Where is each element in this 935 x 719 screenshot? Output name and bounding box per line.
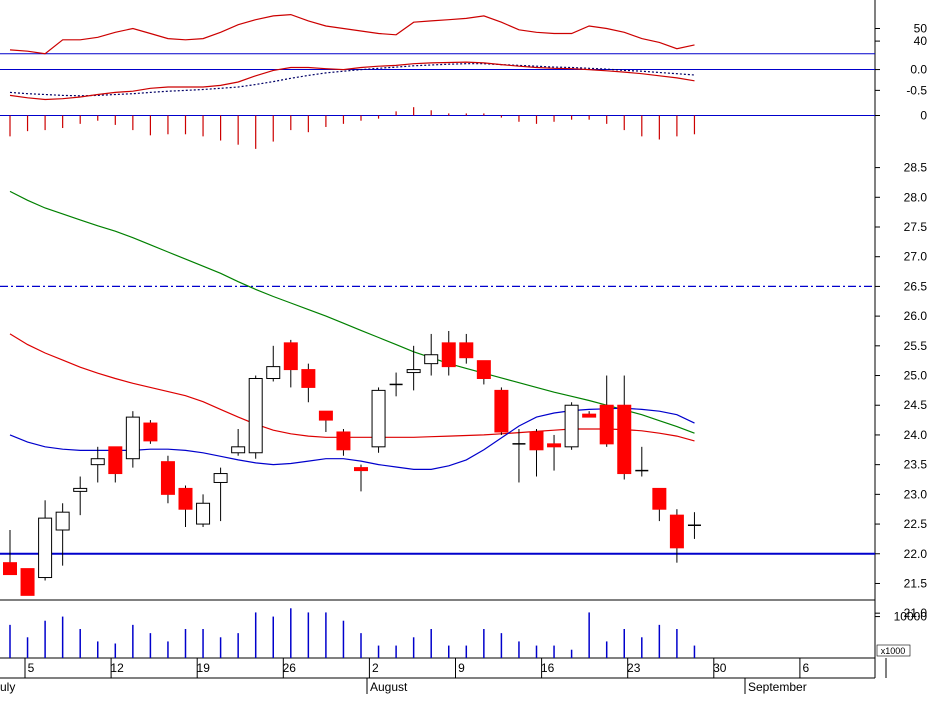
price-tick-label: 24.5 [904, 398, 928, 412]
candle-bull [424, 354, 439, 365]
candle-bull [38, 517, 53, 579]
moving-average-green [9, 190, 695, 434]
month-label: September [748, 680, 807, 694]
candle-bear [459, 342, 474, 359]
price-tick-label: 27.0 [904, 250, 928, 264]
candle-bear [669, 514, 684, 549]
price-tick-label: 23.5 [904, 458, 928, 472]
price-tick-label: 25.0 [904, 369, 928, 383]
month-label: August [370, 680, 408, 694]
candle-bull [564, 404, 579, 448]
day-tick-label: 12 [110, 661, 124, 675]
candle-bull [231, 446, 246, 454]
candle-bull [371, 389, 386, 448]
price-tick-label: 26.0 [904, 309, 928, 323]
macd-signal-line [9, 63, 695, 97]
candle-bear [599, 404, 614, 445]
candle-bear [108, 446, 123, 475]
candle-bear [494, 389, 509, 433]
candle-bear [160, 461, 175, 495]
candle-bull [90, 458, 105, 466]
price-tick-label: 27.5 [904, 220, 928, 234]
price-tick-label: 22.0 [904, 547, 928, 561]
candle-bear [318, 410, 333, 421]
x-axis: 5 12 19 26 2 9 16 23 30 6 uly August September [0, 658, 887, 694]
candle-bear [441, 342, 456, 368]
candle-bull [248, 378, 263, 454]
price-tick-label: 28.0 [904, 190, 928, 204]
candle-bear [476, 360, 491, 380]
month-label: uly [0, 680, 15, 694]
day-tick-label: 19 [197, 661, 211, 675]
price-tick-label: 23.0 [904, 487, 928, 501]
volume-unit-label: x1000 [881, 646, 906, 656]
candle-bear [582, 413, 597, 418]
day-tick-label: 16 [541, 661, 555, 675]
price-tick-label: 26.5 [904, 279, 928, 293]
rsi-tick-label: 50 [914, 22, 928, 36]
rsi-tick-label: 40 [914, 34, 928, 48]
day-tick-label: 23 [627, 661, 641, 675]
histogram-panel: 0 [0, 107, 927, 149]
candle-bear [178, 487, 193, 510]
moving-average-blue [9, 407, 695, 470]
macd-tick-label: -0.5 [906, 83, 927, 97]
candle-bear [20, 568, 35, 596]
price-panel: 28.5 28.0 27.5 27.0 26.5 26.0 25.5 25.0 24.5 24.0… [0, 161, 928, 620]
day-tick-label: 9 [458, 661, 465, 675]
macd-tick-label: 0.0 [910, 63, 927, 77]
price-tick-label: 22.5 [904, 517, 928, 531]
candle-bear [3, 562, 17, 576]
rsi-line [9, 13, 695, 55]
candle-bear [336, 431, 351, 451]
candle-bull [266, 366, 281, 379]
price-tick-label: 21.5 [904, 576, 928, 590]
day-tick-label: 2 [372, 661, 379, 675]
day-tick-label: 6 [803, 661, 810, 675]
candle-bull [196, 502, 211, 525]
chart-frame [0, 0, 876, 679]
price-tick-label: 24.0 [904, 428, 928, 442]
candle-bull [73, 487, 88, 492]
candle-bear [354, 467, 368, 472]
day-tick-label: 30 [713, 661, 727, 675]
macd-line [9, 61, 695, 101]
candle-bear [529, 431, 544, 451]
candle-bear [301, 369, 316, 388]
candle-bear [652, 487, 667, 510]
histogram-tick-label: 0 [920, 109, 927, 123]
moving-average-red [9, 333, 695, 442]
candle-bull [406, 369, 421, 374]
macd-panel: 0.0 -0.5 [0, 61, 927, 101]
day-tick-label: 26 [283, 661, 297, 675]
candle-bull [125, 416, 140, 460]
price-tick-label: 28.5 [904, 161, 928, 175]
price-tick-label: 25.5 [904, 339, 928, 353]
day-tick-label: 5 [28, 661, 35, 675]
candle-bull [213, 473, 228, 483]
candle-bear [143, 422, 158, 442]
candle-bull [55, 511, 70, 531]
candle-bear [547, 443, 562, 448]
volume-tick-label: 10000 [894, 610, 928, 624]
candle-bear [283, 342, 298, 371]
volume-unit-box [876, 644, 911, 657]
candle-bear [617, 404, 632, 475]
price-tick-label: 21.0 [904, 606, 928, 620]
volume-panel: 10000 x1000 [9, 608, 928, 658]
